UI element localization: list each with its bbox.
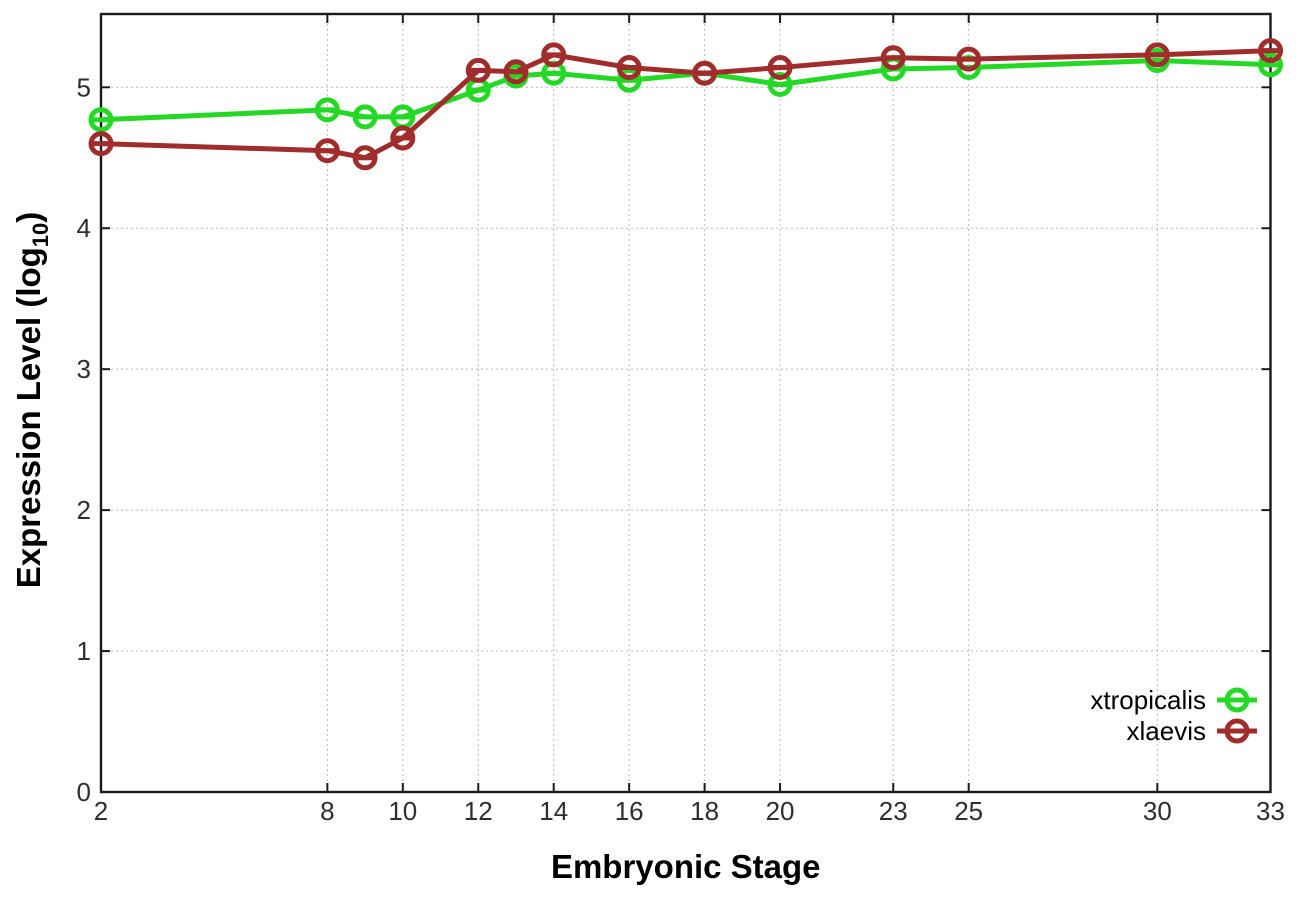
x-tick-label: 20 <box>766 796 795 826</box>
x-tick-label: 18 <box>690 796 719 826</box>
x-tick-label: 16 <box>615 796 644 826</box>
x-tick-label: 14 <box>539 796 568 826</box>
legend-marker-xtropicalis <box>1224 687 1250 713</box>
x-tick-label: 10 <box>388 796 417 826</box>
series-markers-xlaevis <box>88 38 1283 171</box>
legend-label-xtropicalis: xtropicalis <box>1090 685 1206 715</box>
x-tick-label: 30 <box>1143 796 1172 826</box>
y-tick-label: 2 <box>77 495 91 525</box>
x-tick-label: 33 <box>1256 796 1285 826</box>
legend-label-xlaevis: xlaevis <box>1127 716 1206 746</box>
y-tick-label: 5 <box>77 72 91 102</box>
series-line-xlaevis <box>100 48 1271 161</box>
legend-marker-xlaevis <box>1224 718 1250 744</box>
x-tick-label: 23 <box>879 796 908 826</box>
y-tick-label: 4 <box>77 213 91 243</box>
x-tick-label: 2 <box>94 796 108 826</box>
x-tick-label: 25 <box>954 796 983 826</box>
y-tick-label: 0 <box>77 777 91 807</box>
y-tick-label: 1 <box>77 636 91 666</box>
x-axis-title: Embryonic Stage <box>551 848 821 885</box>
x-tick-label: 12 <box>464 796 493 826</box>
x-tick-label: 8 <box>320 796 334 826</box>
y-axis-title: Expression Level (log10) <box>10 212 53 589</box>
plot-border <box>99 12 1272 794</box>
y-tick-label: 3 <box>77 354 91 384</box>
